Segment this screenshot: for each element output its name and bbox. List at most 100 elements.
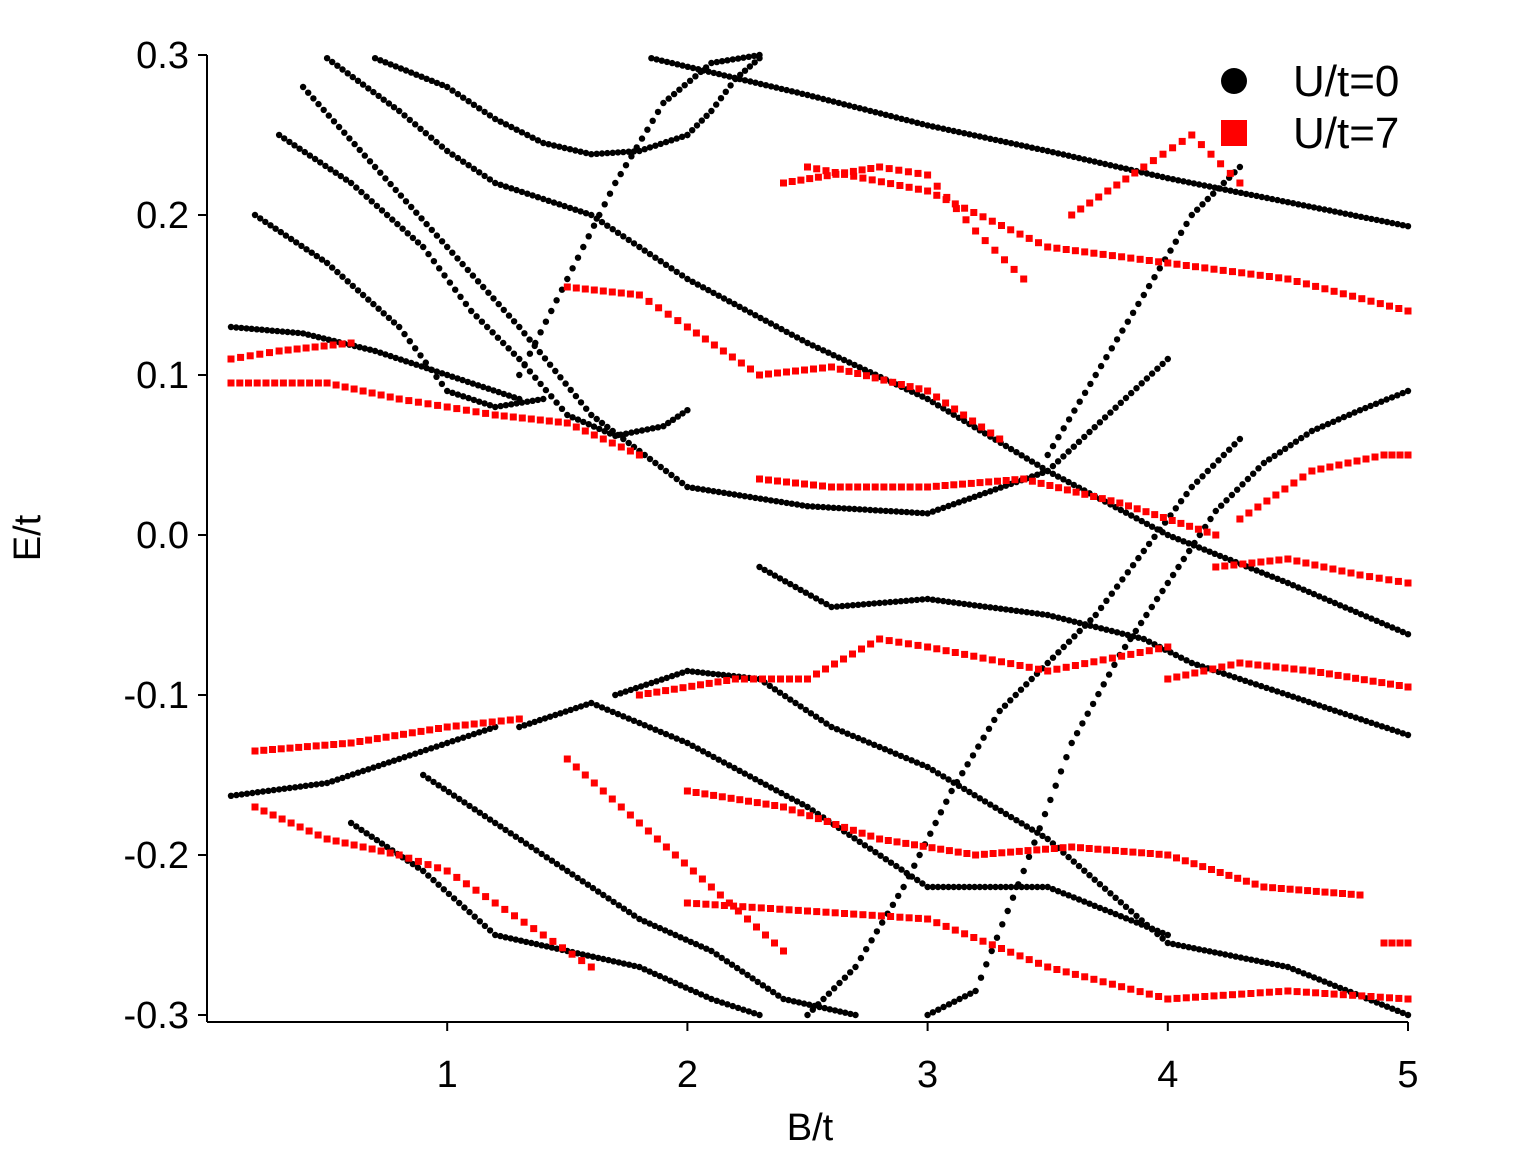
data-point-u7	[1055, 484, 1063, 492]
data-point-u7	[1236, 659, 1244, 667]
data-point-u0	[1128, 908, 1135, 915]
data-point-u0	[948, 787, 955, 795]
data-point-u0	[327, 166, 334, 173]
data-point-u0	[1107, 908, 1114, 916]
data-point-u7	[482, 893, 490, 901]
data-point-u7	[1182, 671, 1190, 679]
data-point-u7	[924, 387, 932, 395]
data-point-u0	[366, 346, 374, 353]
data-point-u7	[1281, 664, 1289, 672]
data-point-u7	[1281, 485, 1289, 493]
data-point-u0	[684, 131, 691, 139]
data-point-u0	[807, 710, 815, 717]
data-point-u7	[417, 727, 425, 735]
data-point-u7	[500, 412, 508, 420]
data-point-u0	[802, 589, 809, 596]
data-point-u0	[465, 394, 472, 402]
data-point-u0	[895, 892, 902, 900]
data-point-u7	[347, 339, 355, 347]
data-point-u0	[522, 938, 530, 946]
data-point-u7	[719, 347, 727, 355]
data-point-u0	[433, 79, 441, 87]
data-point-u7	[1304, 887, 1312, 895]
data-point-u7	[1173, 260, 1181, 268]
data-point-u7	[1025, 956, 1033, 964]
data-point-u7	[970, 934, 978, 941]
data-point-u0	[344, 70, 351, 77]
data-point-u0	[375, 305, 382, 312]
data-point-u0	[382, 59, 389, 66]
data-point-u7	[424, 400, 432, 408]
data-point-u0	[469, 380, 477, 387]
data-point-u0	[317, 159, 324, 166]
data-point-u0	[657, 463, 664, 471]
data-point-u7	[774, 477, 781, 485]
data-point-u0	[1055, 649, 1062, 656]
data-point-u0	[836, 1008, 844, 1015]
data-point-u7	[1127, 254, 1135, 262]
data-point-u7	[338, 340, 346, 348]
data-point-u7	[1044, 243, 1052, 251]
data-point-u0	[396, 107, 403, 115]
data-point-u0	[1404, 1011, 1412, 1019]
data-point-u0	[934, 770, 942, 777]
data-point-u7	[405, 854, 413, 862]
data-point-u7	[1033, 846, 1041, 854]
data-point-u7	[1353, 457, 1361, 465]
data-point-u0	[705, 487, 712, 494]
data-point-u7	[1257, 558, 1265, 566]
data-point-u0	[734, 55, 742, 62]
data-point-u0	[667, 929, 674, 936]
data-point-u7	[359, 843, 367, 851]
data-point-u0	[1018, 452, 1025, 459]
data-point-u7	[810, 481, 817, 489]
data-point-u0	[1215, 457, 1222, 464]
data-point-u0	[497, 932, 504, 940]
data-point-u0	[705, 286, 712, 294]
data-point-u7	[1326, 463, 1334, 471]
data-point-u0	[887, 598, 894, 606]
data-point-u0	[1148, 603, 1156, 611]
data-point-u0	[1305, 698, 1313, 706]
data-point-u0	[1002, 442, 1010, 450]
data-point-u0	[1321, 595, 1328, 602]
data-point-u0	[780, 995, 787, 1003]
data-point-u0	[1363, 214, 1370, 222]
data-point-u0	[1368, 215, 1375, 223]
data-point-u0	[550, 199, 558, 206]
data-point-u0	[253, 326, 260, 333]
data-point-u0	[1039, 469, 1046, 476]
data-point-u0	[1060, 890, 1067, 897]
data-point-u7	[518, 414, 526, 422]
data-point-u0	[1298, 434, 1305, 442]
data-point-u0	[726, 762, 733, 769]
data-point-u7	[590, 286, 598, 294]
data-point-u0	[1112, 404, 1119, 411]
data-point-u0	[668, 265, 675, 272]
data-point-u0	[553, 945, 561, 952]
data-point-u0	[532, 339, 539, 347]
data-point-u0	[476, 809, 483, 816]
data-point-u0	[996, 707, 1003, 715]
data-point-u0	[1271, 452, 1278, 460]
data-point-u0	[816, 1003, 823, 1011]
data-point-u0	[1002, 883, 1010, 891]
data-point-u0	[414, 864, 422, 871]
data-point-u0	[950, 599, 957, 606]
data-point-u0	[955, 600, 963, 607]
data-point-u7	[1308, 467, 1316, 475]
data-point-u0	[804, 503, 811, 510]
data-point-u0	[908, 509, 916, 516]
data-point-u0	[353, 184, 360, 191]
data-point-u7	[1168, 517, 1176, 524]
data-point-u0	[1086, 428, 1093, 436]
data-point-u0	[992, 804, 999, 811]
data-point-u7	[1371, 453, 1379, 461]
data-point-u7	[950, 481, 958, 489]
data-point-u0	[876, 599, 883, 607]
data-point-u7	[1254, 503, 1262, 511]
data-point-u7	[599, 287, 607, 295]
data-point-u7	[1277, 885, 1285, 892]
data-point-u0	[601, 201, 608, 208]
data-point-u7	[1081, 660, 1089, 668]
